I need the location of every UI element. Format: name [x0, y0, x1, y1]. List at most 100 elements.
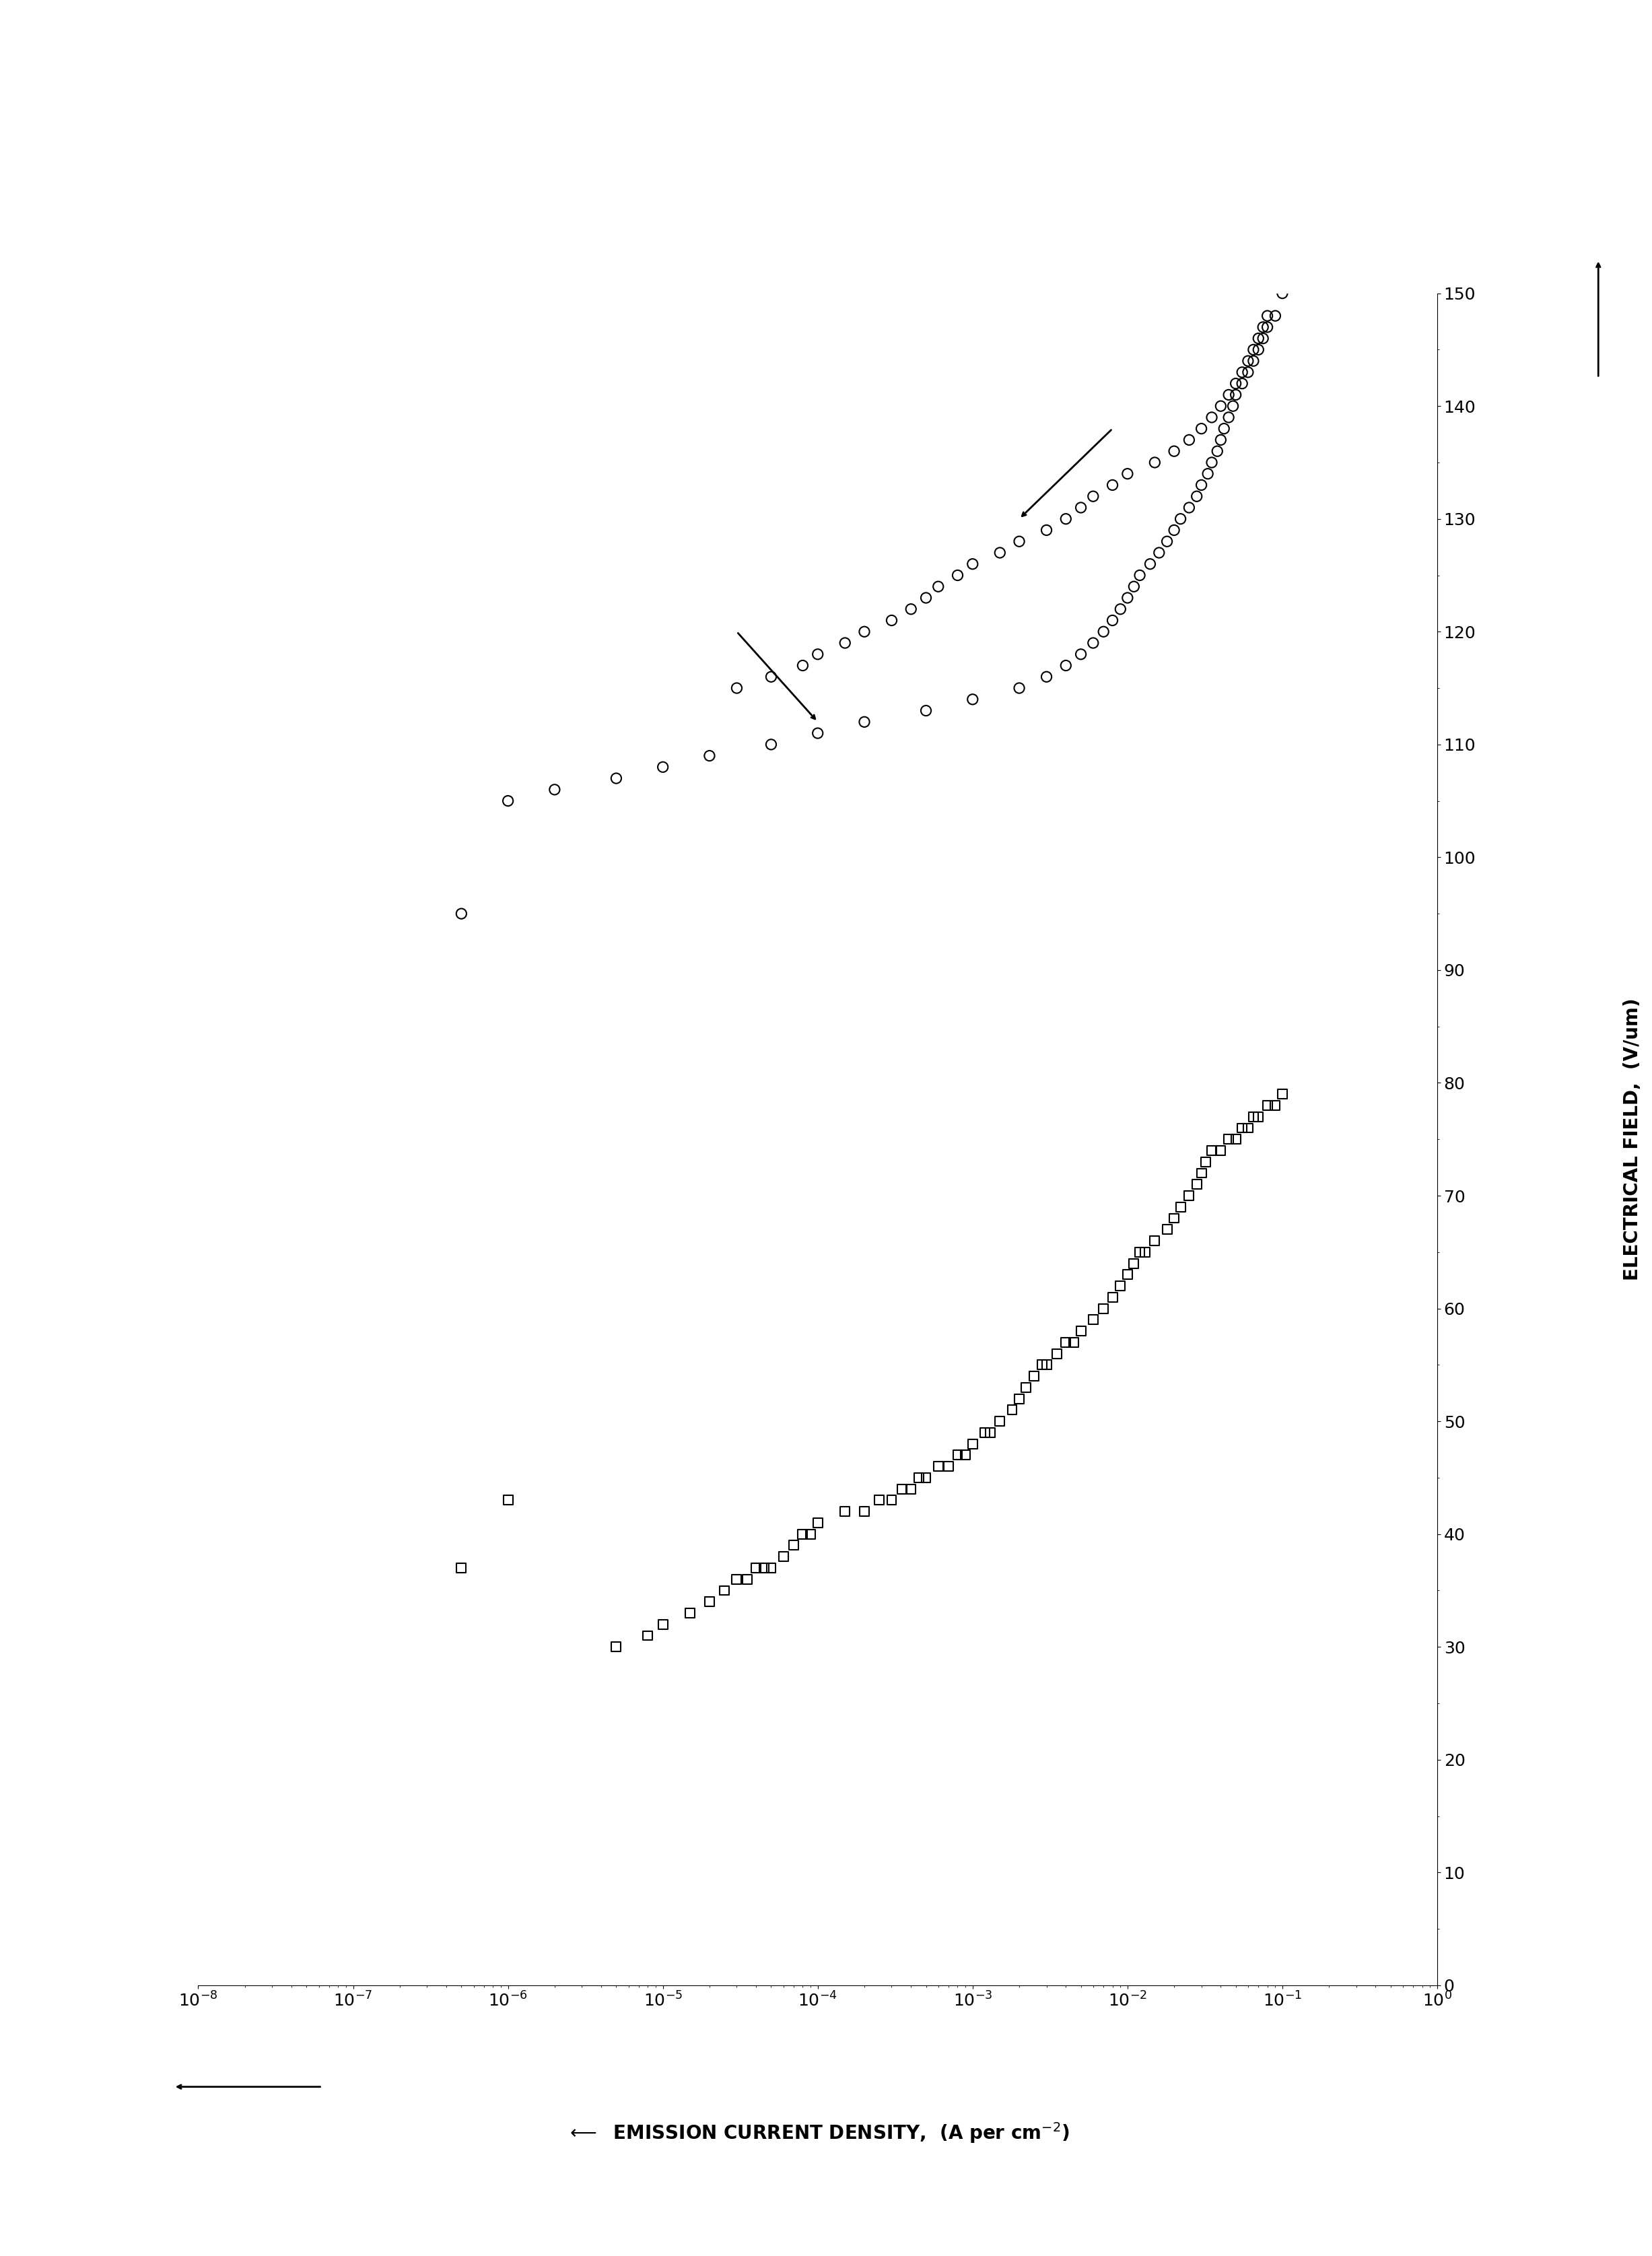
Point — [1254, 309, 1280, 345]
Point — [1013, 1369, 1039, 1405]
Point — [925, 1448, 952, 1484]
Point — [1161, 512, 1188, 548]
Point — [1219, 388, 1246, 424]
Point — [960, 546, 986, 582]
Point — [960, 1426, 986, 1462]
Point — [1269, 1076, 1295, 1112]
Point — [976, 1415, 1003, 1451]
Point — [1222, 1121, 1249, 1157]
Point — [1120, 569, 1146, 605]
Point — [1099, 467, 1125, 503]
Point — [1234, 1110, 1260, 1146]
Point — [1241, 332, 1267, 368]
Point — [1168, 1189, 1194, 1225]
Point — [1176, 490, 1203, 526]
Point — [897, 591, 923, 627]
Point — [1032, 659, 1059, 695]
Point — [1127, 557, 1153, 593]
Point — [1161, 433, 1188, 469]
Point — [889, 1471, 915, 1507]
Point — [1006, 670, 1032, 706]
Point — [805, 1505, 831, 1541]
Point — [496, 1482, 522, 1518]
Point — [925, 569, 952, 605]
Point — [1052, 647, 1079, 684]
Point — [1090, 1290, 1117, 1327]
Point — [758, 1550, 785, 1586]
Point — [1067, 490, 1094, 526]
Text: $\longleftarrow$  EMISSION CURRENT DENSITY,  (A per cm$^{-2}$): $\longleftarrow$ EMISSION CURRENT DENSIT… — [567, 2121, 1069, 2145]
Point — [851, 614, 877, 650]
Point — [1107, 1268, 1133, 1304]
Point — [1067, 636, 1094, 672]
Point — [1208, 388, 1234, 424]
Point — [1032, 1347, 1059, 1383]
Point — [1234, 354, 1260, 390]
Point — [1246, 1099, 1272, 1135]
Point — [603, 760, 629, 796]
Point — [712, 1572, 738, 1609]
Point — [914, 580, 940, 616]
Point — [1222, 365, 1249, 402]
Point — [1132, 1234, 1158, 1270]
Point — [914, 693, 940, 729]
Point — [1080, 1302, 1107, 1338]
Point — [1120, 1245, 1146, 1281]
Point — [1229, 1110, 1256, 1146]
Point — [1006, 523, 1032, 559]
Point — [1199, 444, 1226, 481]
Point — [1153, 1211, 1180, 1248]
Point — [1176, 1178, 1203, 1214]
Point — [724, 1561, 750, 1597]
Point — [496, 783, 522, 819]
Point — [1113, 1257, 1140, 1293]
Text: ELECTRICAL FIELD,  (V/um): ELECTRICAL FIELD, (V/um) — [1622, 997, 1642, 1281]
Point — [770, 1539, 796, 1575]
Point — [448, 896, 474, 932]
Point — [914, 1460, 940, 1496]
Point — [1241, 343, 1267, 379]
Point — [1107, 591, 1133, 627]
Point — [1229, 365, 1256, 402]
Point — [1168, 501, 1194, 537]
Point — [1216, 377, 1242, 413]
Point — [851, 1493, 877, 1530]
Point — [758, 659, 785, 695]
Point — [999, 1392, 1026, 1428]
Point — [1208, 422, 1234, 458]
Point — [448, 1550, 474, 1586]
Point — [1188, 411, 1214, 447]
Point — [1241, 1099, 1267, 1135]
Point — [1090, 614, 1117, 650]
Point — [952, 1437, 978, 1473]
Point — [1113, 580, 1140, 616]
Point — [1251, 320, 1277, 356]
Point — [1254, 1087, 1280, 1123]
Point — [695, 738, 722, 774]
Point — [1161, 1200, 1188, 1236]
Point — [897, 1471, 923, 1507]
Point — [790, 1516, 816, 1552]
Point — [986, 535, 1013, 571]
Point — [1216, 1121, 1242, 1157]
Point — [833, 1493, 859, 1530]
Point — [1183, 1166, 1209, 1202]
Point — [1099, 1279, 1125, 1315]
Point — [1211, 411, 1237, 447]
Point — [1188, 1155, 1214, 1191]
Point — [677, 1595, 704, 1631]
Point — [879, 1482, 905, 1518]
Point — [1052, 501, 1079, 537]
Point — [1262, 1087, 1289, 1123]
Point — [866, 1482, 892, 1518]
Point — [805, 715, 831, 751]
Point — [1254, 298, 1280, 334]
Point — [1052, 1324, 1079, 1360]
Point — [851, 704, 877, 740]
Point — [603, 1629, 629, 1665]
Point — [780, 1527, 806, 1563]
Point — [1194, 456, 1221, 492]
Point — [1188, 467, 1214, 503]
Point — [879, 602, 905, 638]
Point — [1246, 320, 1272, 356]
